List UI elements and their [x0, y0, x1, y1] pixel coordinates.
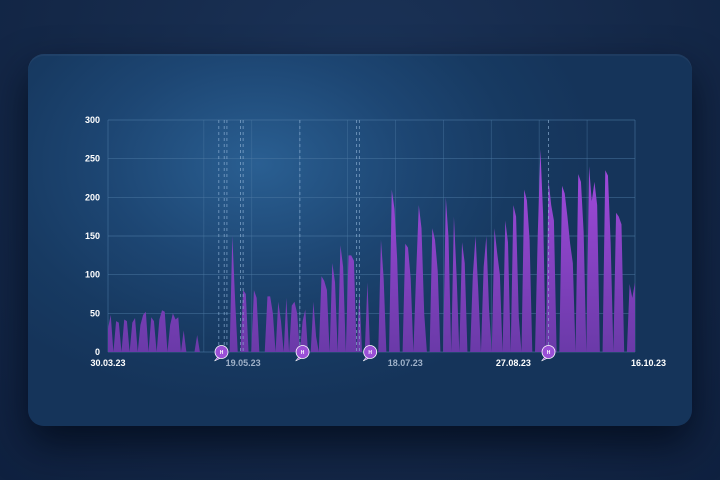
y-tick-label: 0	[95, 347, 100, 357]
series-area	[108, 149, 635, 352]
event-marker-label: H	[220, 350, 224, 356]
event-marker[interactable]	[363, 345, 378, 359]
y-tick-label: 100	[85, 270, 100, 280]
x-tick-label: 30.03.23	[90, 358, 125, 368]
event-marker-label: H	[368, 350, 372, 356]
y-tick-label: 250	[85, 154, 100, 164]
y-tick-label: 300	[85, 115, 100, 125]
x-tick-label: 16.10.23	[631, 358, 666, 368]
x-tick-label: 27.08.23	[496, 358, 531, 368]
event-marker[interactable]	[541, 345, 556, 359]
event-marker[interactable]	[295, 345, 310, 359]
y-tick-label: 150	[85, 231, 100, 241]
event-marker-label: H	[547, 350, 551, 356]
y-tick-label: 200	[85, 192, 100, 202]
event-marker-label: H	[301, 350, 305, 356]
event-marker[interactable]	[214, 345, 229, 359]
y-tick-label: 50	[90, 308, 100, 318]
x-tick-label: 18.07.23	[388, 358, 423, 368]
x-tick-label: 19.05.23	[226, 358, 261, 368]
